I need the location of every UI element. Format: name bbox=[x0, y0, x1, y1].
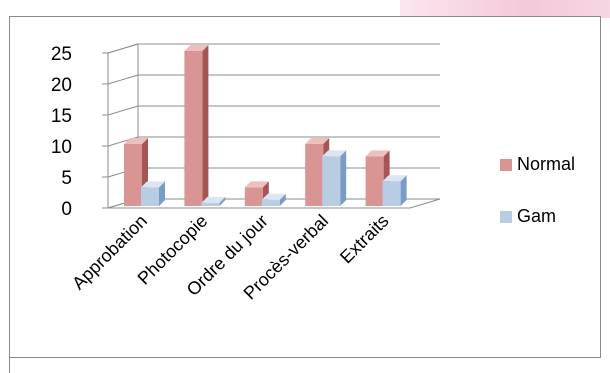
bar-top bbox=[261, 193, 286, 200]
bar-front bbox=[141, 187, 159, 206]
bar-gam-1 bbox=[201, 196, 226, 206]
y-axis-ticks: 0 5 10 15 20 25 bbox=[51, 44, 108, 220]
bar-side bbox=[202, 45, 209, 206]
legend-swatch bbox=[500, 211, 512, 223]
background-accent-strip bbox=[400, 0, 610, 18]
y-tick-label: 0 bbox=[61, 199, 72, 220]
bar-gam-0 bbox=[141, 181, 165, 206]
x-category-label: Approbation bbox=[68, 211, 151, 294]
bar-front bbox=[124, 144, 142, 206]
bar-top bbox=[141, 181, 165, 188]
bar-front bbox=[382, 181, 401, 206]
legend: Normal Gam bbox=[500, 154, 575, 226]
legend-label: Gam bbox=[517, 206, 556, 226]
bar-normal-1 bbox=[184, 45, 209, 206]
legend-label: Normal bbox=[517, 154, 575, 174]
y-tick-label: 20 bbox=[51, 75, 72, 96]
gridline bbox=[107, 136, 440, 147]
bar-front bbox=[184, 51, 203, 206]
gridline bbox=[107, 74, 440, 85]
bar-side bbox=[279, 193, 286, 206]
bar-side bbox=[340, 150, 347, 206]
bar-side bbox=[400, 175, 407, 206]
bar-top bbox=[382, 175, 407, 182]
bar-front bbox=[365, 156, 384, 206]
bar-side bbox=[219, 196, 226, 206]
legend-item-normal: Normal bbox=[500, 154, 575, 174]
bar-gam-3 bbox=[322, 150, 347, 206]
bars bbox=[124, 45, 407, 206]
bar-top bbox=[305, 138, 330, 144]
bar-front bbox=[322, 156, 341, 206]
bar-top bbox=[322, 150, 347, 157]
y-tick-label: 25 bbox=[51, 44, 72, 65]
x-category-label: Extraits bbox=[336, 211, 393, 268]
gridline bbox=[107, 105, 440, 116]
bar-top bbox=[244, 181, 269, 188]
bar-front bbox=[201, 202, 220, 206]
bar-top bbox=[124, 138, 148, 144]
bar-side bbox=[159, 181, 165, 206]
y-tick-label: 5 bbox=[61, 168, 72, 189]
bar-top bbox=[365, 150, 390, 157]
gridline bbox=[107, 43, 440, 54]
bar-front bbox=[261, 199, 280, 206]
bar-top bbox=[201, 196, 226, 203]
y-tick-label: 10 bbox=[51, 137, 72, 158]
bar-gam-4 bbox=[382, 175, 407, 206]
legend-item-gam: Gam bbox=[500, 206, 556, 226]
bar-normal-2 bbox=[244, 181, 269, 206]
bar-front bbox=[305, 144, 324, 206]
bar-gam-2 bbox=[261, 193, 286, 206]
bar-top bbox=[184, 45, 209, 51]
bar-front bbox=[244, 187, 263, 206]
legend-swatch bbox=[500, 159, 512, 171]
y-tick-label: 15 bbox=[51, 106, 72, 127]
back-wall-top bbox=[107, 43, 440, 54]
